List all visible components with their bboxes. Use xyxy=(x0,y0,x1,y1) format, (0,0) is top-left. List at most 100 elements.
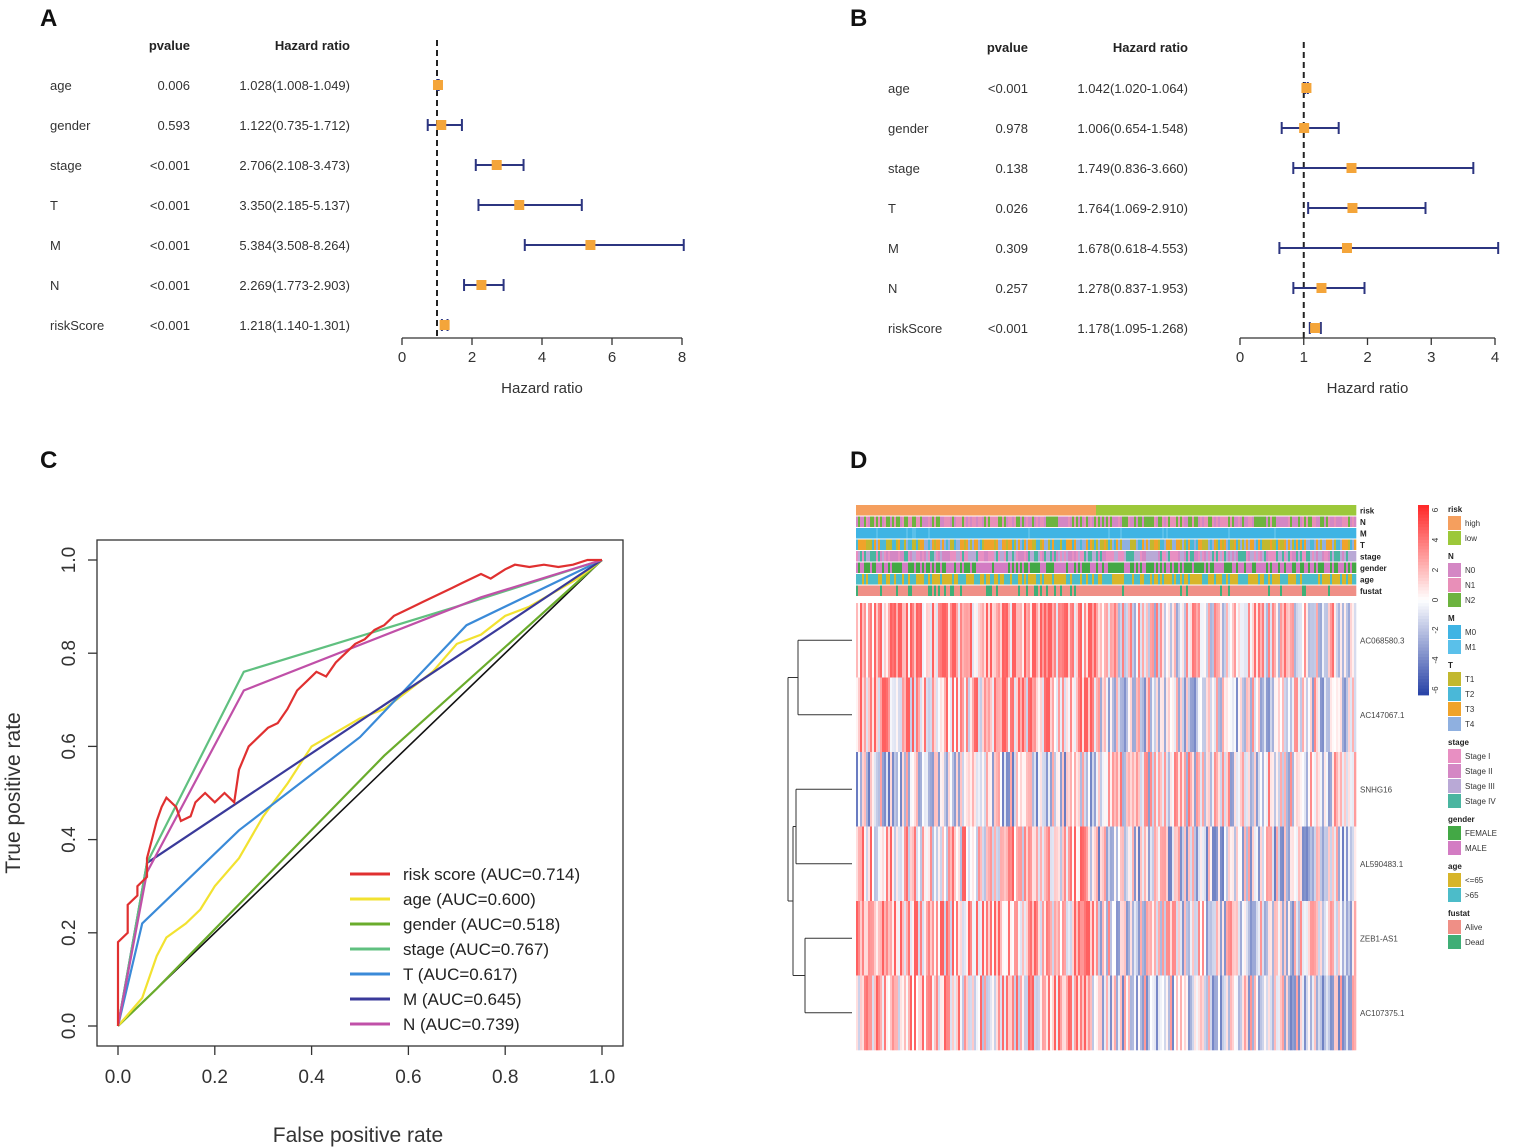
annotation-cell xyxy=(952,562,955,573)
heatmap-cell xyxy=(916,975,919,1051)
annotation-cell xyxy=(890,585,893,596)
heatmap-cell xyxy=(1032,603,1035,678)
annotation-cell xyxy=(862,551,865,562)
annotation-cell xyxy=(922,528,925,539)
annotation-cell xyxy=(1104,528,1107,539)
annotation-cell xyxy=(1152,562,1155,573)
heatmap-cell xyxy=(1094,677,1097,753)
annotation-cell xyxy=(1218,574,1221,585)
annotation-cell xyxy=(1116,516,1119,527)
annotation-cell xyxy=(1322,585,1325,596)
heatmap-cell xyxy=(906,901,909,976)
heatmap-cell xyxy=(942,901,945,976)
annotation-cell xyxy=(1194,539,1197,550)
heatmap-cell xyxy=(1174,975,1177,1051)
colorbar-segment xyxy=(1418,631,1429,636)
heatmap-cell xyxy=(976,752,979,827)
annotation-cell xyxy=(1236,585,1239,596)
heatmap-cell xyxy=(1180,975,1183,1051)
heatmap-cell xyxy=(1310,603,1313,678)
annotation-cell xyxy=(1192,574,1195,585)
heatmap-cell xyxy=(1202,901,1205,976)
annotation-cell xyxy=(1040,516,1043,527)
annotation-cell xyxy=(1138,528,1141,539)
heatmap-cell xyxy=(1036,826,1039,902)
annotation-cell xyxy=(968,562,971,573)
annotation-cell xyxy=(1030,516,1033,527)
annotation-cell xyxy=(1290,516,1293,527)
annotation-cell xyxy=(1236,505,1239,516)
heatmap-cell xyxy=(1074,677,1077,753)
heatmap-cell xyxy=(1048,677,1051,753)
annotation-cell xyxy=(1138,585,1141,596)
annotation-cell xyxy=(1352,505,1355,516)
heatmap-cell xyxy=(1146,677,1149,753)
heatmap-cell xyxy=(990,752,993,827)
annotation-cell xyxy=(998,539,1001,550)
heatmap-cell xyxy=(1194,901,1197,976)
heatmap-cell xyxy=(1174,677,1177,753)
annotation-cell xyxy=(1338,585,1341,596)
annotation-cell xyxy=(1166,574,1169,585)
annotation-cell xyxy=(904,539,907,550)
heatmap-cell xyxy=(1232,975,1235,1051)
annotation-cell xyxy=(1136,539,1139,550)
annotation-cell xyxy=(936,574,939,585)
heatmap-cell xyxy=(1062,752,1065,827)
annotation-cell xyxy=(1028,551,1031,562)
annotation-cell xyxy=(1016,528,1019,539)
heatmap-cell xyxy=(1130,975,1133,1051)
annotation-cell xyxy=(856,528,859,539)
annotation-cell xyxy=(1274,574,1277,585)
heatmap-cell xyxy=(910,901,913,976)
annotation-cell xyxy=(1030,539,1033,550)
annotation-cell xyxy=(1160,528,1163,539)
heatmap-cell xyxy=(1048,826,1051,902)
annotation-cell xyxy=(932,574,935,585)
annotation-cell xyxy=(924,539,927,550)
annotation-cell xyxy=(920,516,923,527)
annotation-cell xyxy=(1246,585,1249,596)
heatmap-cell xyxy=(1332,826,1335,902)
heatmap-cell xyxy=(1142,677,1145,753)
annotation-cell xyxy=(1234,539,1237,550)
heatmap-cell xyxy=(1308,826,1311,902)
heatmap-cell xyxy=(988,603,991,678)
heatmap-cell xyxy=(878,975,881,1051)
heatmap-cell xyxy=(1278,975,1281,1051)
annotation-cell xyxy=(990,528,993,539)
annotation-cell xyxy=(910,516,913,527)
annotation-cell xyxy=(1148,562,1151,573)
heatmap-cell xyxy=(862,752,865,827)
heatmap-cell xyxy=(1144,752,1147,827)
heatmap-cell xyxy=(1018,975,1021,1051)
annotation-cell xyxy=(996,562,999,573)
heatmap-cell xyxy=(1260,752,1263,827)
annotation-cell xyxy=(918,562,921,573)
heatmap-cell xyxy=(1278,901,1281,976)
annotation-cell xyxy=(896,551,899,562)
heatmap-cell xyxy=(906,677,909,753)
annotation-cell xyxy=(1350,528,1353,539)
annotation-cell xyxy=(1188,539,1191,550)
heatmap-cell xyxy=(1252,603,1255,678)
heatmap-cell xyxy=(1256,826,1259,902)
heatmap-cell xyxy=(1338,901,1341,976)
annotation-cell xyxy=(974,551,977,562)
annotation-cell xyxy=(1052,539,1055,550)
annotation-cell xyxy=(1228,516,1231,527)
annotation-cell xyxy=(1246,574,1249,585)
annotation-cell xyxy=(1314,528,1317,539)
heatmap-cell xyxy=(938,752,941,827)
annotation-cell xyxy=(868,516,871,527)
annotation-cell xyxy=(1172,528,1175,539)
annotation-cell xyxy=(1026,585,1029,596)
row-label: stage xyxy=(888,161,920,176)
heatmap-cell xyxy=(1272,826,1275,902)
annotation-cell xyxy=(1050,551,1053,562)
annotation-cell xyxy=(1124,539,1127,550)
roc-curve-n xyxy=(116,558,603,1027)
annotation-cell xyxy=(1074,585,1077,596)
annotation-cell xyxy=(1190,574,1193,585)
annotation-cell xyxy=(1072,539,1075,550)
